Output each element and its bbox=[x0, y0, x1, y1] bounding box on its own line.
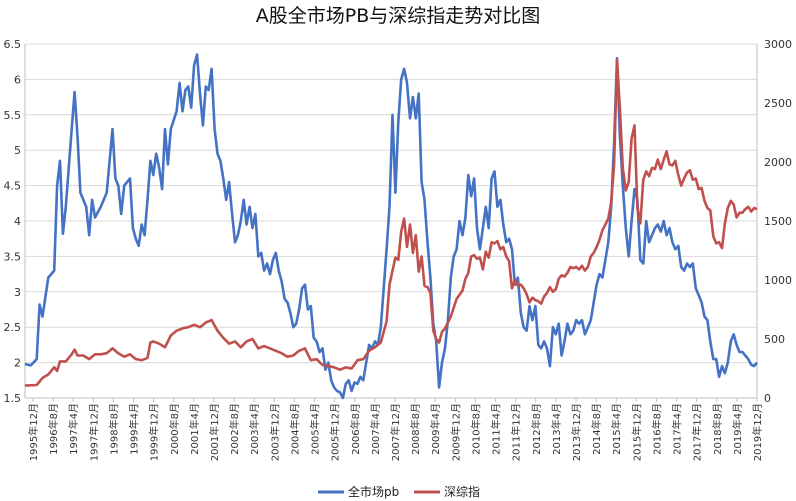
x-tick-label: 2006年8月 bbox=[349, 403, 362, 455]
x-tick-label: 1999年4月 bbox=[128, 403, 141, 455]
right-tick-label: 2000 bbox=[764, 156, 792, 169]
left-tick-label: 3.5 bbox=[4, 250, 22, 263]
x-tick-label: 2013年4月 bbox=[550, 403, 563, 455]
left-tick-label: 2 bbox=[14, 357, 21, 370]
x-tick-label: 2001年12月 bbox=[208, 403, 221, 461]
right-tick-label: 0 bbox=[764, 392, 771, 405]
x-tick-label: 2011年4月 bbox=[490, 403, 503, 455]
x-tick-label: 1998年8月 bbox=[107, 403, 120, 455]
left-y-axis: 1.5 2 2.5 3 3.5 4 4.5 5 5.5 6 6.5 bbox=[4, 38, 26, 405]
right-tick-label: 500 bbox=[764, 333, 785, 346]
x-tick-label: 2014年8月 bbox=[590, 403, 603, 455]
x-tick-label: 2018年8月 bbox=[711, 403, 724, 455]
x-tick-label: 2009年4月 bbox=[429, 403, 442, 455]
x-tick-label: 2003年12月 bbox=[268, 403, 281, 461]
chart-title: A股全市场PB与深综指走势对比图 bbox=[256, 5, 541, 27]
legend: 全市场pb 深综指 bbox=[318, 484, 480, 499]
left-tick-label: 3 bbox=[14, 286, 21, 299]
x-tick-label: 2017年12月 bbox=[691, 403, 704, 461]
left-tick-label: 6.5 bbox=[4, 38, 22, 51]
left-tick-label: 5.5 bbox=[4, 109, 22, 122]
x-tick-label: 1999年12月 bbox=[148, 403, 161, 461]
left-tick-label: 4 bbox=[14, 215, 21, 228]
x-tick-label: 1997年4月 bbox=[67, 403, 80, 455]
x-tick-label: 1995年12月 bbox=[27, 403, 40, 461]
x-tick-label: 1997年12月 bbox=[87, 403, 100, 461]
right-y-axis: 0 500 1000 1500 2000 2500 3000 bbox=[756, 38, 792, 405]
x-tick-label: 2008年8月 bbox=[409, 403, 422, 455]
x-tick-label: 2015年4月 bbox=[610, 403, 623, 455]
legend-label: 全市场pb bbox=[348, 484, 399, 499]
right-tick-label: 2500 bbox=[764, 97, 792, 110]
x-tick-label: 2005年4月 bbox=[309, 403, 322, 455]
x-tick-label: 2003年4月 bbox=[248, 403, 261, 455]
left-tick-label: 2.5 bbox=[4, 321, 22, 334]
left-tick-label: 4.5 bbox=[4, 180, 22, 193]
x-tick-label: 2017年4月 bbox=[671, 403, 684, 455]
x-tick-label: 2010年8月 bbox=[469, 403, 482, 455]
x-axis: 1995年12月 1996年8月 1997年4月 1997年12月 1998年8月 199… bbox=[25, 397, 764, 461]
right-tick-label: 3000 bbox=[764, 38, 792, 51]
x-tick-label: 2000年8月 bbox=[168, 403, 181, 455]
x-tick-label: 2013年12月 bbox=[570, 403, 583, 461]
x-tick-label: 2019年4月 bbox=[731, 403, 744, 455]
x-tick-label: 2015年12月 bbox=[630, 403, 643, 461]
series-line-1 bbox=[24, 58, 758, 387]
legend-label: 深综指 bbox=[444, 484, 480, 499]
left-tick-label: 6 bbox=[14, 73, 21, 86]
left-tick-label: 1.5 bbox=[4, 392, 22, 405]
right-tick-label: 1000 bbox=[764, 274, 792, 287]
series-lines bbox=[24, 53, 759, 400]
grid-lines bbox=[25, 43, 757, 399]
x-tick-label: 2016年8月 bbox=[650, 403, 663, 455]
x-tick-label: 2005年12月 bbox=[329, 403, 342, 461]
x-tick-label: 1996年8月 bbox=[47, 403, 60, 455]
x-tick-label: 2009年12月 bbox=[449, 403, 462, 461]
left-tick-label: 5 bbox=[14, 144, 21, 157]
x-tick-label: 2002年8月 bbox=[228, 403, 241, 455]
x-tick-label: 2004年8月 bbox=[288, 403, 301, 455]
right-tick-label: 1500 bbox=[764, 215, 792, 228]
x-tick-label: 2019年12月 bbox=[751, 403, 764, 461]
x-tick-label: 2001年4月 bbox=[188, 403, 201, 455]
x-tick-label: 2007年4月 bbox=[369, 403, 382, 455]
x-tick-label: 2007年12月 bbox=[389, 403, 402, 461]
series-line-0 bbox=[24, 53, 759, 400]
x-tick-label: 2012年8月 bbox=[530, 403, 543, 455]
x-tick-label: 2011年12月 bbox=[510, 403, 523, 461]
